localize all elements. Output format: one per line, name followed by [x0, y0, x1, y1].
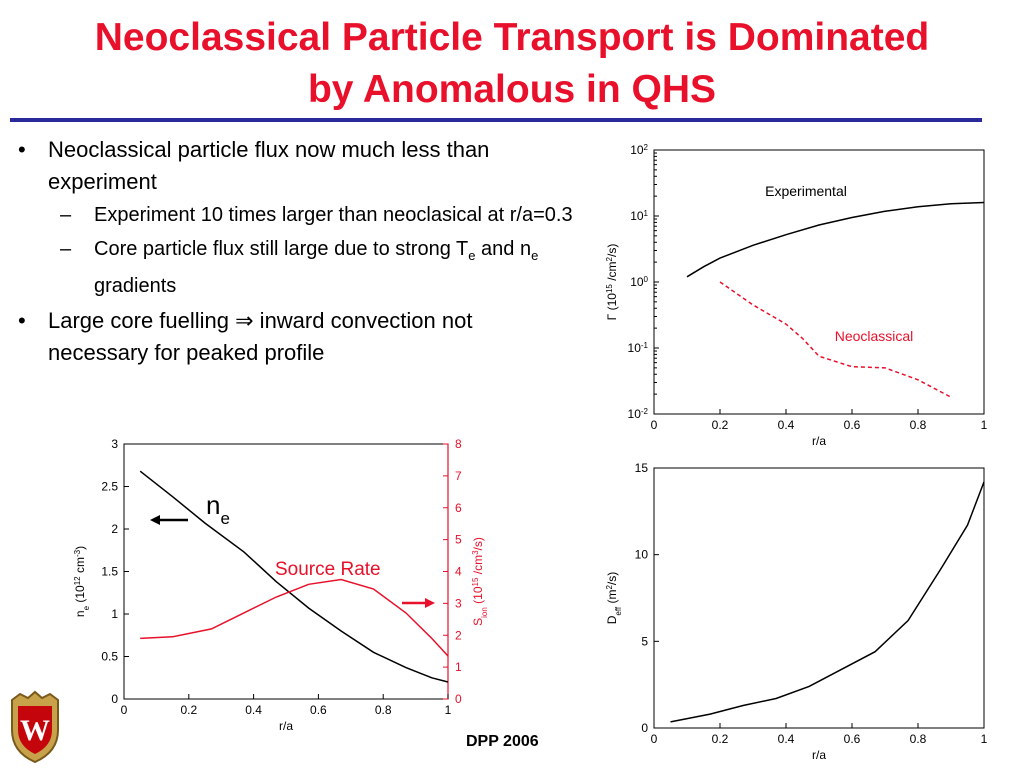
source-rate-annotation: Source Rate	[275, 559, 381, 580]
x-tick-label: 0.4	[778, 732, 795, 746]
x-tick-label: 0.8	[910, 732, 927, 746]
series-label: Neoclassical	[835, 328, 914, 344]
x-tick-label: 0.2	[712, 732, 729, 746]
x-tick-label: 0	[651, 418, 658, 432]
x-tick-label: 0.4	[778, 418, 795, 432]
footer-label: DPP 2006	[466, 733, 539, 750]
x-tick-label: 0.2	[712, 418, 729, 432]
bullet-glyph: •	[18, 137, 26, 162]
y-axis-label: ne (1012 cm-3)	[73, 546, 91, 617]
y-tick-label: 3	[111, 437, 118, 451]
bullet-text: Neoclassical particle flux now much less…	[48, 137, 490, 194]
y2-tick-label: 1	[455, 660, 462, 674]
y-axis-label: Deff (m2/s)	[605, 572, 623, 625]
y-axis-label: Γ (1015 /cm2/s)	[605, 244, 620, 321]
bullet-glyph: •	[18, 308, 26, 333]
y2-tick-label: 6	[455, 501, 462, 515]
y-tick-label: 100	[630, 275, 648, 290]
y2-tick-label: 3	[455, 596, 462, 610]
series-label: Experimental	[765, 183, 847, 199]
series-line	[686, 201, 985, 278]
x-tick-label: 0	[651, 732, 658, 746]
y-tick-label: 5	[641, 634, 648, 648]
y-tick-label: 0	[111, 692, 118, 706]
x-tick-label: 0.2	[180, 703, 197, 717]
slide-title: Neoclassical Particle Transport is Domin…	[0, 12, 1024, 116]
title-line-1: Neoclassical Particle Transport is Domin…	[94, 16, 930, 59]
bullet-text: Large core fuelling ⇒ inward convection …	[48, 308, 473, 365]
y-tick-label: 101	[630, 209, 648, 224]
y2-tick-label: 8	[455, 437, 462, 451]
y-tick-label: 10-2	[628, 407, 649, 422]
bullet-list: • Neoclassical particle flux now much le…	[18, 134, 578, 371]
x-tick-label: 0.6	[310, 703, 327, 717]
y2-tick-label: 4	[455, 565, 462, 579]
y2-tick-label: 0	[455, 692, 462, 706]
sub-bullet-text: Experiment 10 times larger than neoclasi…	[94, 204, 573, 226]
density-source-chart: 0 0.2 0.4 0.6 0.8 100.511.522.53012345678r/an…	[73, 437, 489, 733]
y2-tick-label: 5	[455, 533, 462, 547]
y-tick-label: 15	[635, 461, 649, 475]
title-line-2: by Anomalous in QHS	[307, 68, 717, 111]
y-tick-label: 2.5	[101, 480, 118, 494]
source-line	[140, 578, 449, 657]
x-tick-label: 0	[121, 703, 128, 717]
ne-annotation: ne	[206, 490, 230, 528]
sub-bullet-item: – Core particle flux still large due to …	[18, 234, 578, 301]
y-tick-label: 0	[641, 721, 648, 735]
bullet-item: • Large core fuelling ⇒ inward convectio…	[18, 305, 578, 369]
plot-frame	[653, 467, 985, 729]
bullet-item: • Neoclassical particle flux now much le…	[18, 134, 578, 198]
flux-chart: 0 0.2 0.4 0.6 0.8 1 10-2 10-1 100 101 102 r/a Γ (101…	[605, 143, 988, 449]
y-tick-label: 1	[111, 607, 118, 621]
logo-letter: W	[20, 714, 50, 747]
x-axis-label: r/a	[279, 719, 293, 733]
x-tick-label: 0.6	[844, 418, 861, 432]
y-tick-label: 102	[630, 143, 648, 158]
title-divider	[10, 118, 982, 122]
sub-bullet-text: Core particle flux still large due to st…	[94, 238, 539, 297]
x-tick-label: 0.8	[910, 418, 927, 432]
y2-tick-label: 7	[455, 469, 462, 483]
y-tick-label: 2	[111, 522, 118, 536]
density-line	[139, 470, 449, 683]
y-tick-label: 10	[635, 548, 649, 562]
x-tick-label: 0.8	[375, 703, 392, 717]
implies-arrow: ⇒	[235, 308, 254, 333]
x-tick-label: 1	[981, 732, 988, 746]
y-tick-label: 10-1	[628, 341, 649, 356]
y2-tick-label: 2	[455, 628, 462, 642]
x-axis-label: r/a	[812, 748, 826, 762]
dash-glyph: –	[60, 238, 72, 260]
y-tick-label: 1.5	[101, 565, 118, 579]
x-axis-label: r/a	[812, 434, 826, 448]
right-arrow-head	[425, 598, 435, 608]
x-tick-label: 1	[981, 418, 988, 432]
x-tick-label: 0.6	[844, 732, 861, 746]
series-line	[719, 281, 952, 398]
left-arrow-head	[150, 515, 160, 525]
x-tick-label: 0.4	[245, 703, 262, 717]
x-tick-label: 1	[445, 703, 452, 717]
sub-bullet-item: – Experiment 10 times larger than neocla…	[18, 200, 578, 230]
diffusivity-line	[670, 481, 985, 723]
university-crest-logo: W	[11, 690, 59, 764]
dash-glyph: –	[60, 204, 72, 226]
y-tick-label: 0.5	[101, 650, 118, 664]
y2-axis-label: Sion (1015 /cm3/s)	[471, 537, 489, 626]
